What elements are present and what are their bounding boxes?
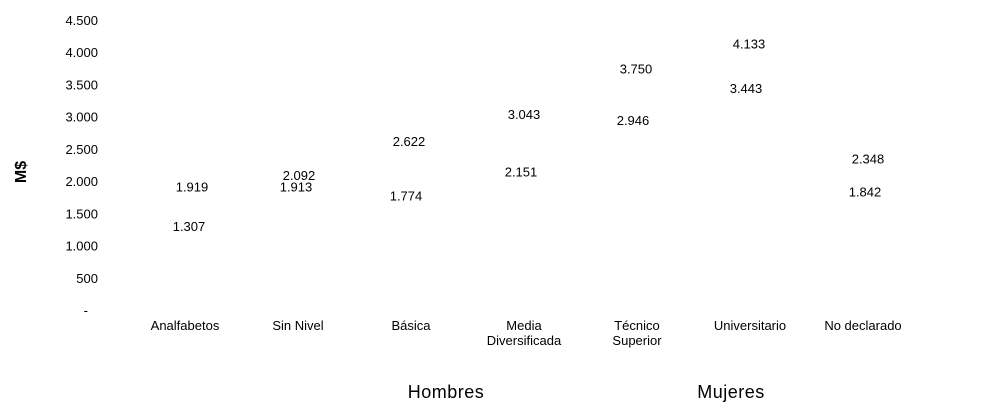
- y-tick-label: 4.500: [65, 13, 98, 28]
- x-category-label: Técnico Superior: [612, 318, 662, 348]
- x-category-label-line: No declarado: [824, 318, 901, 333]
- y-tick-label: 3.500: [65, 77, 98, 92]
- data-label-hombres-5: 4.133: [733, 37, 766, 52]
- data-label-mujeres-1: 1.913: [280, 180, 313, 195]
- y-axis-title-text: M$: [13, 161, 30, 183]
- y-tick-label: 1.000: [65, 239, 98, 254]
- y-tick-label: -: [84, 303, 88, 318]
- data-label-hombres-4: 3.750: [620, 61, 653, 76]
- legend-entry-mujeres: Mujeres: [697, 382, 765, 402]
- data-label-mujeres-2: 1.774: [390, 189, 423, 204]
- x-category-label-line: Diversificada: [487, 333, 562, 348]
- x-category-label-line: Básica: [391, 318, 431, 333]
- x-category-label-line: Superior: [612, 333, 662, 348]
- data-label-mujeres-5: 3.443: [730, 81, 763, 96]
- data-label-hombres-3: 3.043: [508, 107, 541, 122]
- data-label-hombres-2: 2.622: [393, 134, 426, 149]
- x-category-label-line: Técnico: [614, 318, 660, 333]
- x-category-label: No declarado: [824, 318, 901, 333]
- y-tick-label: 3.000: [65, 110, 98, 125]
- data-label-hombres-0: 1.919: [176, 179, 209, 194]
- y-axis-title: M$: [13, 161, 30, 183]
- legend: Hombres Mujeres: [408, 382, 765, 402]
- x-category-label-line: Media: [506, 318, 542, 333]
- x-category-label: Media Diversificada: [487, 318, 562, 348]
- y-tick-label: 1.500: [65, 206, 98, 221]
- data-label-hombres-6: 2.348: [852, 152, 885, 167]
- legend-entry-hombres: Hombres: [408, 382, 485, 402]
- data-label-mujeres-0: 1.307: [173, 219, 206, 234]
- x-category-label: Analfabetos: [151, 318, 220, 333]
- y-tick-label: 2.500: [65, 142, 98, 157]
- y-axis: 4.500 4.000 3.500 3.000 2.500 2.000 1.500 1.000…: [65, 13, 98, 318]
- x-category-label-line: Analfabetos: [151, 318, 220, 333]
- data-label-mujeres-6: 1.842: [849, 184, 882, 199]
- data-labels: 1.919 2.092 2.622 3.043 3.750 4.133 2.348 1.307…: [173, 37, 885, 234]
- x-category-label: Sin Nivel: [272, 318, 323, 333]
- y-tick-label: 4.000: [65, 45, 98, 60]
- x-category-label: Universitario: [714, 318, 786, 333]
- x-axis: Analfabetos Sin Nivel Básica Media Diversifi…: [151, 318, 902, 348]
- data-label-hombres-1: 2.092: [283, 168, 316, 183]
- y-tick-label: 500: [76, 271, 98, 286]
- data-label-mujeres-4: 2.946: [617, 113, 650, 128]
- data-label-mujeres-3: 2.151: [505, 164, 538, 179]
- y-tick-label: 2.000: [65, 174, 98, 189]
- x-category-label-line: Universitario: [714, 318, 786, 333]
- x-category-label-line: Sin Nivel: [272, 318, 323, 333]
- x-category-label: Básica: [391, 318, 431, 333]
